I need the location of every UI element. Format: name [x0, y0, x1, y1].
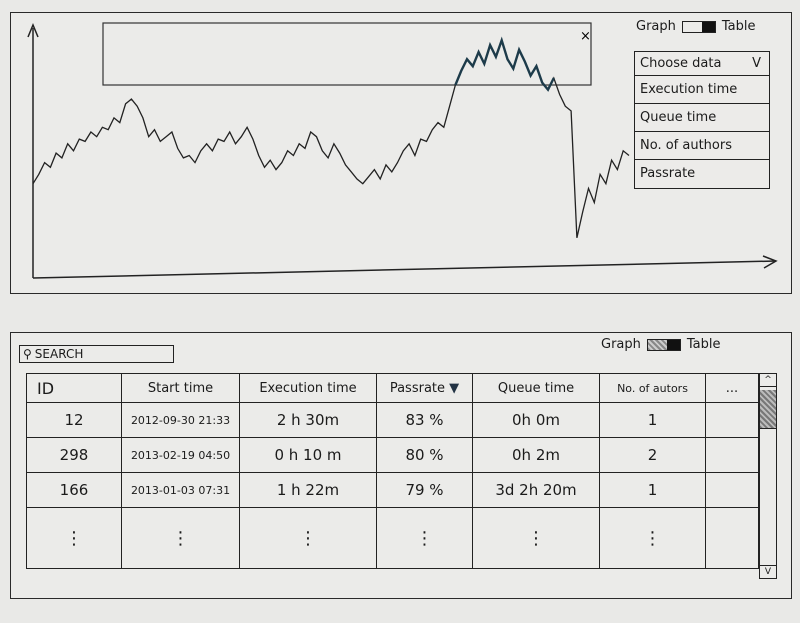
ellipsis-icon: ⋮	[239, 507, 377, 569]
scroll-down-icon[interactable]: V	[760, 565, 776, 578]
column-header-passrate-label: Passrate	[389, 380, 446, 396]
graph-table-toggle[interactable]: Graph Table	[601, 337, 721, 352]
cell-no-of-authors: 1	[599, 472, 706, 508]
results-table: ID Start time Execution time Passrate ▼ …	[26, 373, 759, 569]
dropdown-option-no-of-authors[interactable]: No. of authors	[635, 132, 769, 160]
dropdown-header[interactable]: Choose data V	[635, 52, 769, 76]
ellipsis-icon: ⋮	[376, 507, 473, 569]
table-panel: ⚲ SEARCH Graph Table ID Start time Execu…	[10, 332, 792, 599]
cell-start-time: 2013-01-03 07:31	[121, 472, 240, 508]
highlighted-series-segment	[454, 36, 555, 92]
toggle-switch[interactable]	[681, 20, 716, 33]
toggle-label-table: Table	[721, 19, 756, 34]
cell-more	[705, 437, 759, 473]
cell-id: 166	[26, 472, 122, 508]
cell-execution-time: 2 h 30m	[239, 402, 377, 438]
chevron-down-icon[interactable]: V	[752, 56, 761, 71]
cell-no-of-authors: 2	[599, 437, 706, 473]
toggle-switch[interactable]	[646, 338, 681, 351]
y-axis-arrow	[27, 23, 39, 38]
table-scrollbar[interactable]: ^ V	[759, 373, 777, 579]
zoom-window-close-icon[interactable]: ×	[580, 29, 591, 44]
scroll-thumb[interactable]	[760, 390, 776, 429]
ellipsis-icon: ⋮	[121, 507, 240, 569]
cell-start-time: 2012-09-30 21:33	[121, 402, 240, 438]
cell-queue-time: 0h 2m	[472, 437, 600, 473]
dropdown-option-queue-time[interactable]: Queue time	[635, 104, 769, 132]
column-header-start-time[interactable]: Start time	[121, 373, 240, 403]
cell-start-time: 2013-02-19 04:50	[121, 437, 240, 473]
ellipsis-icon: ⋮	[472, 507, 600, 569]
cell-execution-time: 0 h 10 m	[239, 437, 377, 473]
dropdown-header-label: Choose data	[640, 56, 722, 71]
toggle-knob[interactable]	[667, 339, 680, 350]
cell-passrate: 80 %	[376, 437, 473, 473]
column-header-passrate[interactable]: Passrate ▼	[376, 373, 473, 403]
cell-more	[705, 507, 759, 569]
column-header-execution-time[interactable]: Execution time	[239, 373, 377, 403]
cell-no-of-authors: 1	[599, 402, 706, 438]
table-row-ellipsis: ⋮ ⋮ ⋮ ⋮ ⋮ ⋮	[26, 507, 759, 569]
dropdown-option-execution-time[interactable]: Execution time	[635, 76, 769, 104]
ellipsis-icon: ⋮	[599, 507, 706, 569]
toggle-knob[interactable]	[702, 21, 715, 32]
search-input[interactable]: ⚲ SEARCH	[19, 345, 174, 363]
cell-id: 298	[26, 437, 122, 473]
toggle-label-table: Table	[686, 337, 721, 352]
series-line	[32, 38, 630, 238]
search-placeholder: SEARCH	[34, 347, 84, 361]
line-chart: ×	[27, 22, 778, 279]
cell-queue-time: 0h 0m	[472, 402, 600, 438]
zoom-window[interactable]	[102, 22, 592, 86]
column-header-queue-time[interactable]: Queue time	[472, 373, 600, 403]
sort-desc-icon[interactable]: ▼	[449, 380, 460, 396]
ellipsis-icon: ⋮	[26, 507, 122, 569]
search-icon: ⚲	[23, 347, 32, 361]
cell-passrate: 83 %	[376, 402, 473, 438]
column-header-no-of-authors[interactable]: No. of autors	[599, 373, 706, 403]
cell-execution-time: 1 h 22m	[239, 472, 377, 508]
table-row[interactable]: 166 2013-01-03 07:31 1 h 22m 79 % 3d 2h …	[26, 472, 759, 508]
column-header-more[interactable]: ...	[705, 373, 759, 403]
cell-more	[705, 402, 759, 438]
table-row[interactable]: 12 2012-09-30 21:33 2 h 30m 83 % 0h 0m 1	[26, 402, 759, 438]
x-axis	[32, 260, 777, 279]
cell-more	[705, 472, 759, 508]
column-header-id[interactable]: ID	[26, 373, 122, 403]
toggle-label-graph: Graph	[636, 19, 676, 34]
toggle-label-graph: Graph	[601, 337, 641, 352]
graph-panel: × Graph Table Choose data V Execution ti…	[10, 12, 792, 294]
dropdown-option-passrate[interactable]: Passrate	[640, 166, 696, 181]
cell-passrate: 79 %	[376, 472, 473, 508]
choose-data-dropdown[interactable]: Choose data V Execution time Queue time …	[634, 51, 770, 189]
cell-queue-time: 3d 2h 20m	[472, 472, 600, 508]
table-header-row: ID Start time Execution time Passrate ▼ …	[26, 373, 759, 403]
graph-table-toggle[interactable]: Graph Table	[636, 19, 756, 34]
scroll-up-icon[interactable]: ^	[760, 374, 776, 387]
table-row[interactable]: 298 2013-02-19 04:50 0 h 10 m 80 % 0h 2m…	[26, 437, 759, 473]
x-axis-arrow	[762, 255, 778, 269]
cell-id: 12	[26, 402, 122, 438]
